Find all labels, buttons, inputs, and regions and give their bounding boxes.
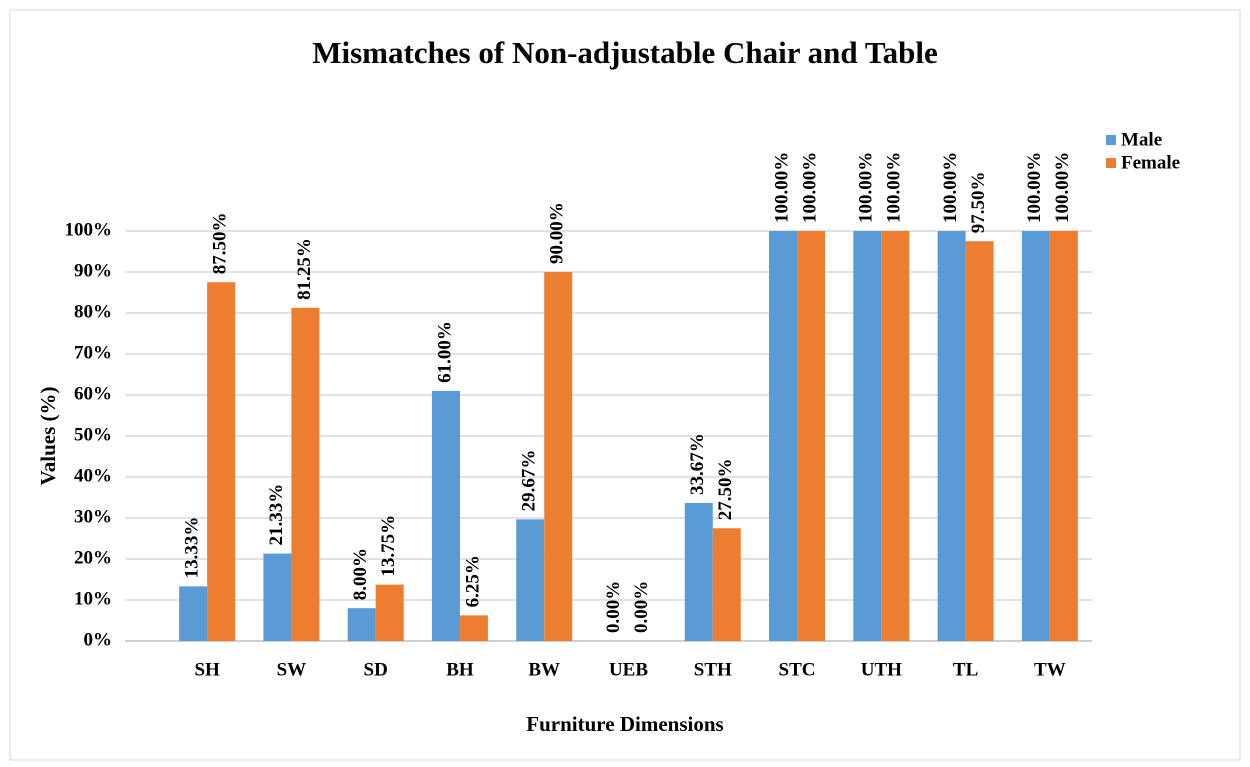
data-label: 61.00% <box>434 321 455 383</box>
legend-swatch <box>1106 135 1116 145</box>
x-tick-label: BW <box>528 659 560 680</box>
data-label: 29.67% <box>519 450 540 512</box>
data-label: 100.00% <box>884 152 905 223</box>
bar <box>937 231 966 641</box>
bar <box>965 241 994 641</box>
y-tick-label: 10% <box>74 588 112 609</box>
legend-swatch <box>1106 158 1116 168</box>
bar <box>516 519 545 641</box>
data-label: 90.00% <box>547 202 568 264</box>
y-tick-label: 30% <box>74 506 112 527</box>
data-label: 33.67% <box>687 433 708 495</box>
x-tick-label: TW <box>1034 659 1066 680</box>
bar <box>853 231 882 641</box>
bar <box>263 553 292 641</box>
bar <box>712 528 741 641</box>
bar <box>1049 231 1078 641</box>
x-tick-label: STH <box>694 659 732 680</box>
y-tick-label: 60% <box>74 383 112 404</box>
x-tick-label: SW <box>277 659 307 680</box>
bar <box>684 502 713 641</box>
bar <box>207 282 236 641</box>
y-axis-label: Values (%) <box>36 387 60 486</box>
bar <box>347 608 376 641</box>
data-label: 0.00% <box>631 581 652 633</box>
x-tick-label: SH <box>194 659 220 680</box>
bar <box>544 272 573 641</box>
bar <box>769 231 798 641</box>
data-label: 0.00% <box>603 581 624 633</box>
data-label: 100.00% <box>1024 152 1045 223</box>
x-axis-label: Furniture Dimensions <box>526 712 723 736</box>
bar <box>291 307 320 641</box>
y-tick-label: 20% <box>74 547 112 568</box>
x-tick-label: BH <box>446 659 474 680</box>
data-label: 13.75% <box>378 515 399 577</box>
bar <box>881 231 910 641</box>
data-label: 100.00% <box>771 152 792 223</box>
x-tick-label: STC <box>779 659 816 680</box>
bar <box>375 584 404 641</box>
data-label: 81.25% <box>294 238 315 300</box>
y-tick-label: 100% <box>65 219 113 240</box>
data-label: 100.00% <box>940 152 961 223</box>
x-tick-label: UEB <box>609 659 648 680</box>
legend-label: Male <box>1121 129 1162 150</box>
y-tick-label: 0% <box>84 629 113 650</box>
data-label: 97.50% <box>968 172 989 234</box>
data-label: 6.25% <box>462 555 483 607</box>
data-label: 100.00% <box>1052 152 1073 223</box>
legend-label: Female <box>1121 152 1180 173</box>
data-label: 13.33% <box>181 517 202 579</box>
data-label: 27.50% <box>715 459 736 521</box>
bar <box>797 231 826 641</box>
x-tick-label: SD <box>364 659 388 680</box>
data-label: 87.50% <box>209 213 230 275</box>
data-label: 21.33% <box>266 484 287 546</box>
bar <box>1021 231 1050 641</box>
bar <box>179 586 208 641</box>
data-label: 8.00% <box>350 548 371 600</box>
bar <box>431 390 460 641</box>
bar <box>459 615 488 641</box>
y-tick-label: 90% <box>74 260 112 281</box>
y-tick-label: 50% <box>74 424 112 445</box>
data-label: 100.00% <box>799 152 820 223</box>
chart-title: Mismatches of Non-adjustable Chair and T… <box>312 35 938 70</box>
data-label: 100.00% <box>856 152 877 223</box>
y-tick-label: 80% <box>74 301 112 322</box>
y-tick-label: 40% <box>74 465 112 486</box>
x-tick-label: TL <box>953 659 978 680</box>
y-tick-label: 70% <box>74 342 112 363</box>
x-tick-label: UTH <box>861 659 902 680</box>
